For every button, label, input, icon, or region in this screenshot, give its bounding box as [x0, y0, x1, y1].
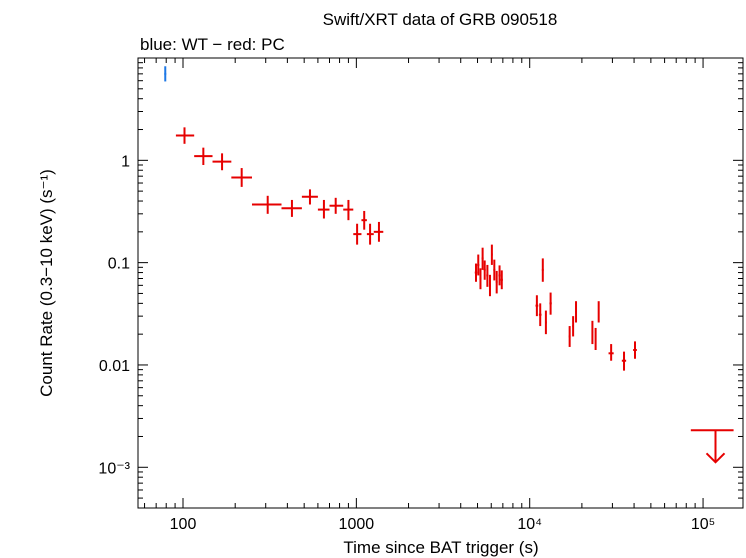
y-tick-label: 10⁻³ — [98, 460, 130, 477]
data-marks — [164, 66, 734, 464]
data-point — [317, 199, 330, 219]
data-point — [486, 264, 489, 287]
data-point — [474, 263, 478, 282]
data-point — [281, 199, 302, 217]
data-point — [538, 303, 542, 327]
chart-title: Swift/XRT data of GRB 090518 — [323, 10, 558, 29]
data-point — [608, 344, 614, 361]
x-tick-label: 10⁵ — [691, 516, 715, 533]
data-point — [366, 223, 374, 245]
upper-limit — [690, 429, 734, 464]
x-tick-label: 1000 — [339, 516, 375, 533]
data-point — [621, 351, 627, 371]
data-point — [591, 320, 594, 345]
data-point — [361, 210, 367, 230]
data-point — [597, 301, 600, 323]
plot-frame — [137, 57, 744, 509]
data-point — [353, 223, 362, 245]
y-tick-label: 0.1 — [108, 256, 130, 273]
data-point — [164, 66, 167, 82]
data-point — [594, 327, 597, 351]
data-point — [373, 221, 384, 242]
data-point — [212, 153, 232, 171]
data-point — [535, 295, 539, 317]
data-point — [541, 258, 544, 282]
data-point — [572, 316, 575, 337]
data-point — [329, 197, 344, 214]
data-point — [477, 254, 480, 276]
y-tick-label: 0.01 — [99, 358, 130, 375]
data-point — [490, 244, 493, 265]
data-point — [301, 189, 318, 205]
x-tick-label: 100 — [170, 516, 197, 533]
data-point — [479, 268, 482, 290]
data-point — [498, 265, 501, 286]
data-point — [488, 274, 491, 297]
data-point — [481, 247, 484, 270]
data-point — [493, 259, 496, 281]
data-point — [194, 147, 213, 166]
tick-labels: 100 1000 10⁴ 10⁵ 10⁻³ 0.01 0.1 1 — [98, 153, 715, 533]
y-axis-label: Count Rate (0.3−10 keV) (s⁻¹) — [37, 169, 56, 397]
data-point — [633, 341, 637, 359]
data-point — [544, 310, 547, 335]
data-point — [231, 168, 252, 187]
data-point — [251, 195, 282, 214]
data-point — [549, 292, 552, 315]
x-tick-label: 10⁴ — [517, 516, 542, 533]
data-point — [500, 270, 503, 290]
upper-limit-arrow-icon — [705, 452, 726, 464]
axis-ticks — [138, 57, 743, 509]
data-point — [343, 199, 354, 221]
data-point — [575, 301, 578, 323]
data-point — [175, 127, 195, 144]
chart-subtitle: blue: WT − red: PC — [140, 35, 285, 54]
y-tick-label: 1 — [121, 153, 130, 170]
x-axis-label: Time since BAT trigger (s) — [343, 538, 538, 557]
data-point — [495, 270, 498, 294]
data-point — [568, 326, 571, 347]
data-point — [483, 260, 486, 280]
